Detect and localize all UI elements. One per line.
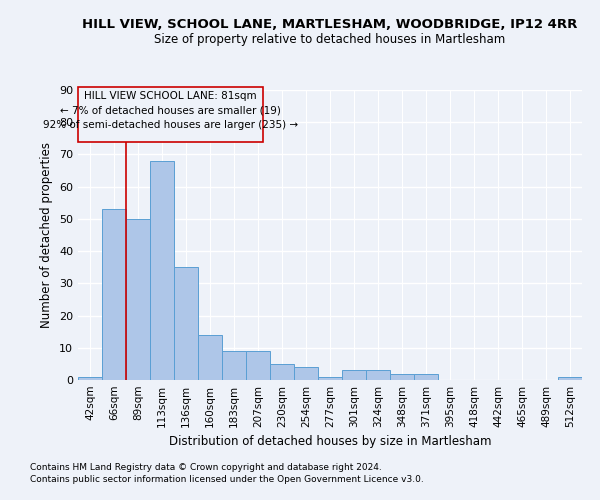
Text: ← 7% of detached houses are smaller (19): ← 7% of detached houses are smaller (19) (60, 106, 281, 116)
Bar (414, 374, 438, 380)
Text: 92% of semi-detached houses are larger (235) →: 92% of semi-detached houses are larger (… (43, 120, 298, 130)
Bar (150, 161, 174, 380)
Bar (102, 209, 126, 380)
Text: Contains HM Land Registry data © Crown copyright and database right 2024.: Contains HM Land Registry data © Crown c… (30, 464, 382, 472)
Bar (366, 370, 390, 380)
Bar (558, 377, 582, 380)
Text: Contains public sector information licensed under the Open Government Licence v3: Contains public sector information licen… (30, 475, 424, 484)
Bar (342, 370, 366, 380)
Bar (222, 351, 246, 380)
Text: HILL VIEW, SCHOOL LANE, MARTLESHAM, WOODBRIDGE, IP12 4RR: HILL VIEW, SCHOOL LANE, MARTLESHAM, WOOD… (82, 18, 578, 30)
Bar (126, 219, 150, 380)
X-axis label: Distribution of detached houses by size in Martlesham: Distribution of detached houses by size … (169, 436, 491, 448)
Bar (78, 377, 102, 380)
Bar (246, 351, 270, 380)
FancyBboxPatch shape (78, 87, 263, 142)
Text: Size of property relative to detached houses in Martlesham: Size of property relative to detached ho… (154, 32, 506, 46)
Bar (270, 364, 294, 380)
Bar (318, 377, 342, 380)
Bar (294, 367, 318, 380)
Bar (390, 374, 414, 380)
Bar (198, 335, 222, 380)
Y-axis label: Number of detached properties: Number of detached properties (40, 142, 53, 328)
Text: HILL VIEW SCHOOL LANE: 81sqm: HILL VIEW SCHOOL LANE: 81sqm (84, 92, 257, 102)
Bar (174, 267, 198, 380)
